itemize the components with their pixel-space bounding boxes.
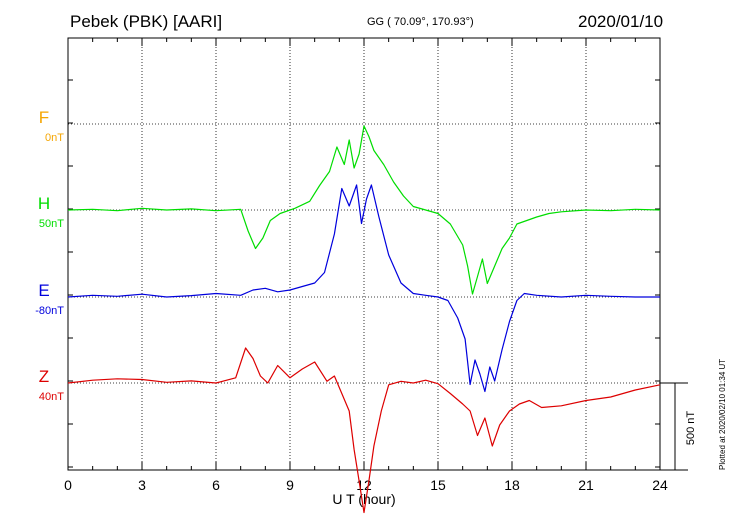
x-tick-label: 3 — [138, 477, 146, 493]
x-tick-label: 15 — [430, 477, 446, 493]
scale-bar-label: 500 nT — [685, 411, 697, 446]
x-tick-label: 9 — [286, 477, 294, 493]
series-baseline-e: -80nT — [35, 305, 64, 317]
series-label-f: F — [39, 108, 49, 127]
x-tick-label: 0 — [64, 477, 72, 493]
series-label-z: Z — [39, 367, 49, 386]
series-label-h: H — [38, 194, 50, 213]
x-tick-label: 18 — [504, 477, 520, 493]
series-label-e: E — [38, 281, 49, 300]
series-baseline-h: 50nT — [39, 218, 64, 230]
x-tick-label: 24 — [652, 477, 668, 493]
series-baseline-z: 40nT — [39, 391, 64, 403]
x-tick-label: 6 — [212, 477, 220, 493]
x-tick-label: 21 — [578, 477, 594, 493]
x-axis-label: U T (hour) — [332, 491, 395, 507]
series-baseline-f: 0nT — [45, 132, 64, 144]
